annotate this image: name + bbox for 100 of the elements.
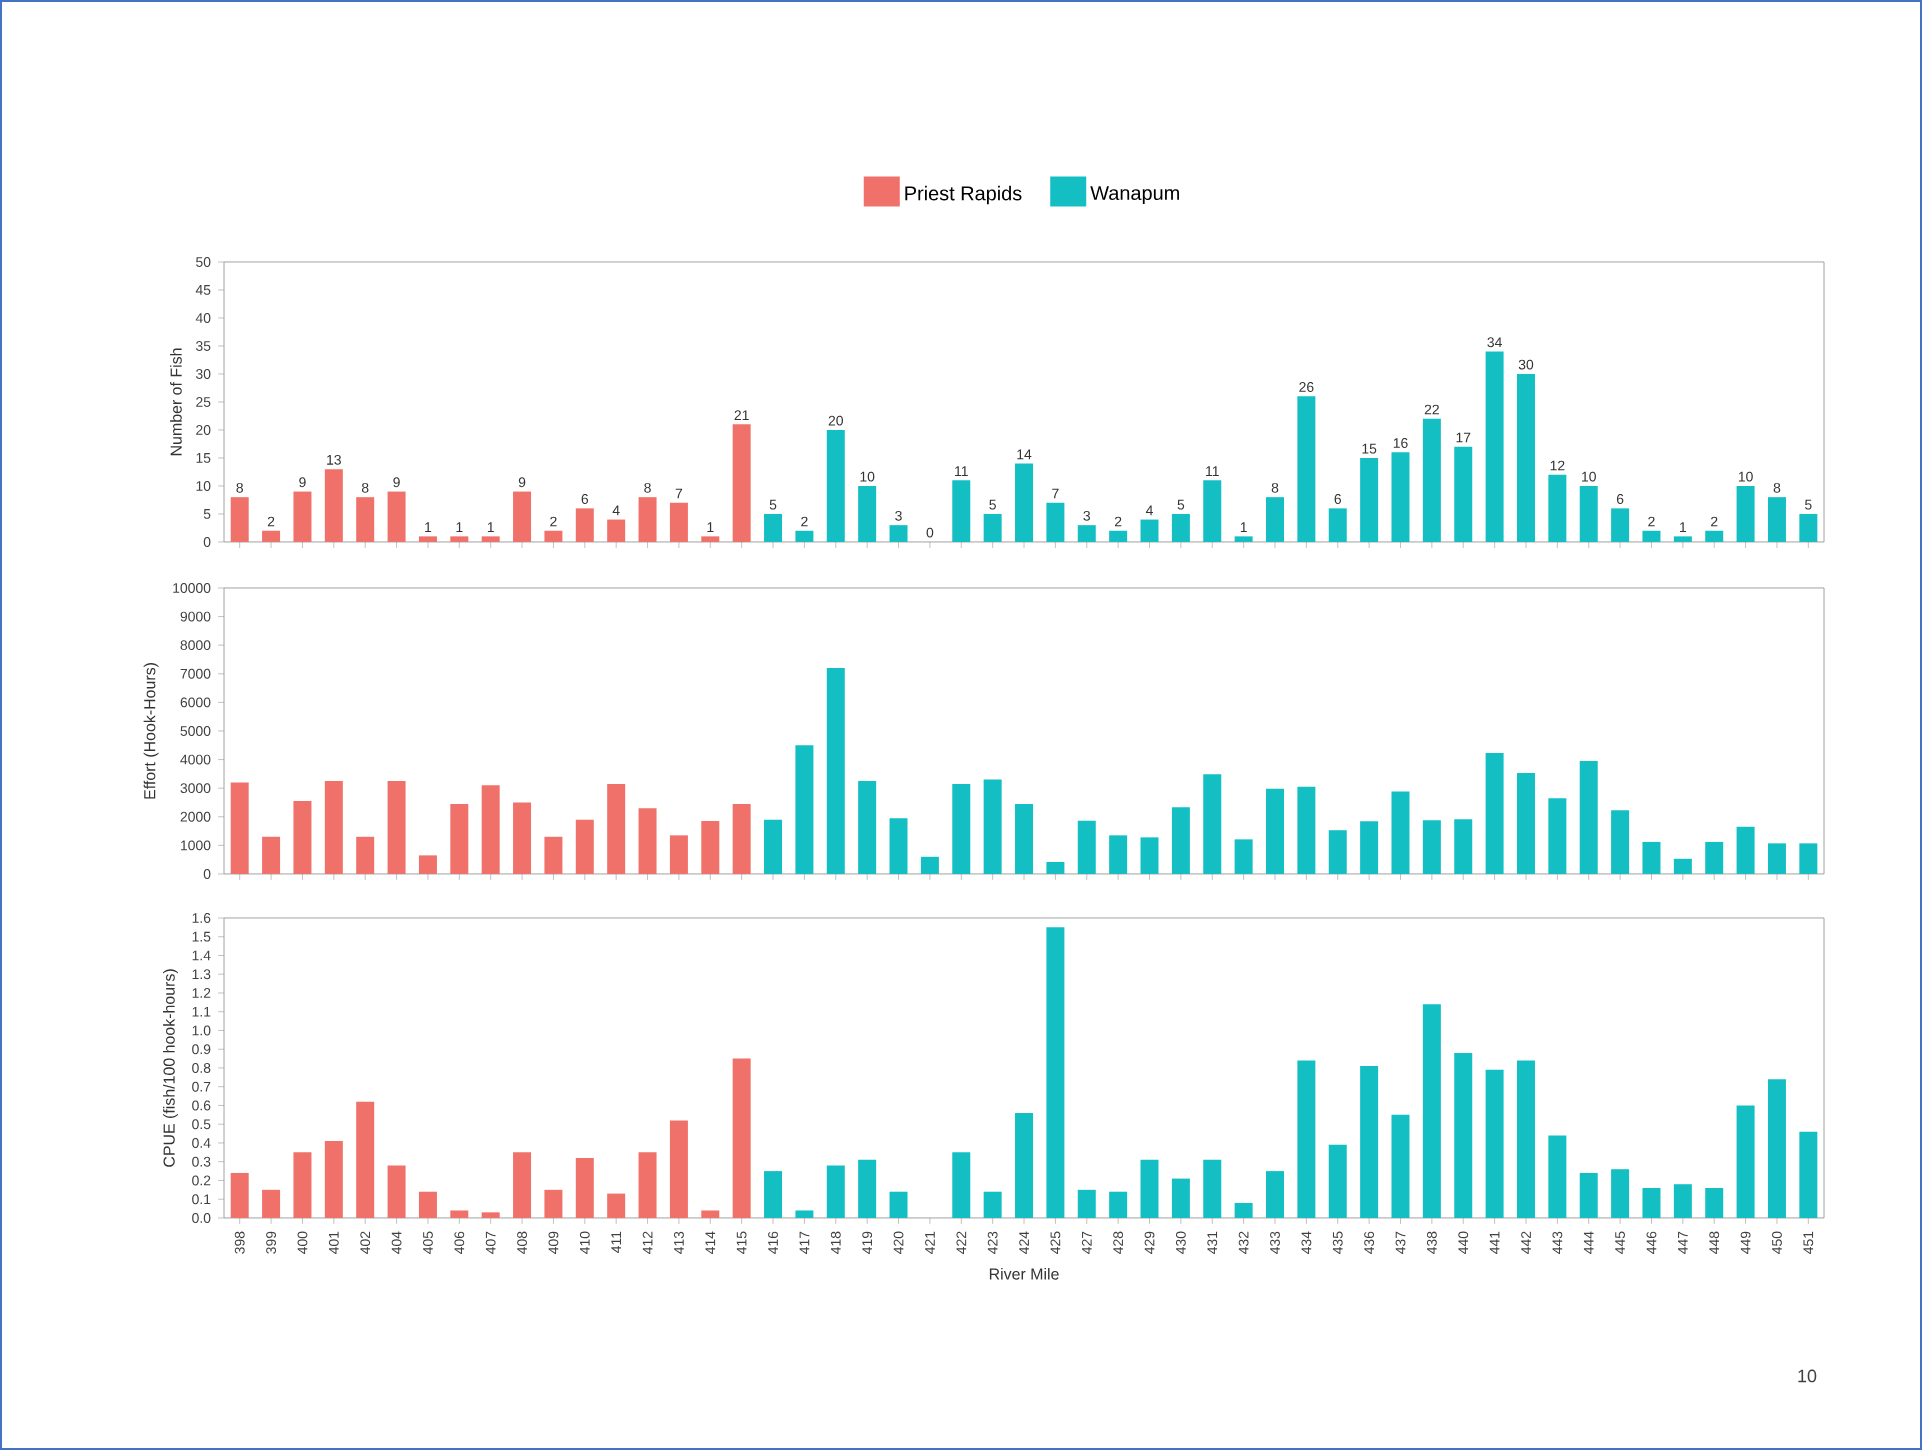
bar [1705, 1187, 1724, 1218]
bar [1485, 351, 1504, 542]
bar [1673, 536, 1692, 542]
bar [607, 519, 626, 542]
bar [544, 1189, 563, 1218]
bar [575, 508, 594, 542]
bar [1705, 841, 1724, 874]
bar [1360, 821, 1379, 874]
bar [1171, 513, 1190, 542]
bar [230, 782, 249, 874]
bar [764, 1171, 783, 1218]
bar [795, 745, 814, 874]
bar [952, 1152, 971, 1218]
bar [513, 802, 532, 874]
bar [701, 821, 720, 874]
bar [575, 819, 594, 874]
bar [1736, 1105, 1755, 1218]
bar [1360, 1066, 1379, 1218]
bar [1109, 530, 1128, 542]
bar [1077, 1189, 1096, 1218]
bar [481, 1212, 500, 1218]
bar [795, 1210, 814, 1218]
bar [1705, 530, 1724, 542]
bar [952, 783, 971, 874]
bar [418, 536, 437, 542]
bar [1109, 1191, 1128, 1218]
bar [1642, 530, 1661, 542]
bar [1736, 826, 1755, 874]
bar [732, 803, 751, 874]
bar [1046, 927, 1065, 1218]
bar [952, 480, 971, 542]
bar [1046, 502, 1065, 542]
bar [1203, 1159, 1222, 1218]
bar [858, 485, 877, 542]
bar [387, 1165, 406, 1218]
bar [544, 530, 563, 542]
bar [669, 1120, 688, 1218]
bar [669, 835, 688, 874]
bar [1548, 798, 1567, 874]
bar [858, 781, 877, 874]
bar [1109, 835, 1128, 874]
bar [701, 536, 720, 542]
bar [230, 1172, 249, 1218]
bar [1171, 807, 1190, 874]
bar [1140, 1159, 1159, 1218]
bar [1234, 839, 1253, 874]
bar [1266, 1171, 1284, 1218]
bar [324, 469, 343, 542]
bar [1767, 843, 1786, 874]
bar [262, 836, 281, 874]
bar [1077, 525, 1096, 542]
bar [701, 1210, 720, 1218]
bar [1579, 485, 1598, 542]
bar [1799, 843, 1818, 874]
bar [983, 1191, 1002, 1218]
bar [356, 836, 375, 874]
bar [450, 536, 469, 542]
bar [387, 781, 406, 874]
bar [324, 781, 343, 874]
bar [1391, 452, 1410, 542]
bar [764, 819, 783, 874]
text: 10 [1798, 1369, 1817, 1383]
bar [1328, 1144, 1347, 1218]
bar [513, 491, 532, 542]
bar [732, 424, 751, 542]
bar [1454, 446, 1473, 542]
bar [356, 1101, 375, 1218]
bar [764, 513, 783, 542]
bar [1266, 788, 1284, 874]
bar [1799, 1131, 1818, 1218]
bar [1454, 1052, 1473, 1218]
bar [1516, 373, 1535, 542]
bar [1736, 485, 1755, 542]
bar [983, 779, 1002, 874]
bar [513, 1152, 532, 1218]
bar [638, 1152, 657, 1218]
bar [1642, 841, 1661, 874]
bar [1328, 830, 1347, 874]
bar [1297, 786, 1316, 874]
bar [262, 530, 281, 542]
bar [889, 818, 908, 874]
bar [450, 803, 469, 874]
bar [293, 1152, 312, 1218]
bar [1015, 1112, 1034, 1218]
bar [826, 1165, 845, 1218]
bar [638, 497, 657, 542]
bar [450, 1210, 469, 1218]
bar [732, 1058, 751, 1218]
legend-label: Priest Rapids [905, 185, 1022, 205]
bar [1297, 1060, 1316, 1218]
bar [387, 491, 406, 542]
bar [1297, 396, 1316, 542]
bar [1673, 1184, 1692, 1218]
bar [1422, 820, 1441, 874]
bar [826, 668, 845, 874]
bar [1203, 774, 1222, 874]
bar [1140, 837, 1159, 874]
bar [293, 801, 312, 874]
bar [1485, 1069, 1504, 1218]
bar [858, 1159, 877, 1218]
